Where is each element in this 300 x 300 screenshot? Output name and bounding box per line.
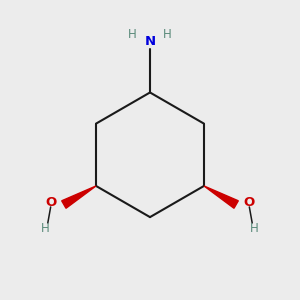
Text: N: N [144, 35, 156, 48]
Text: H: H [128, 28, 137, 41]
Polygon shape [62, 186, 96, 208]
Text: O: O [45, 196, 56, 209]
Text: O: O [244, 196, 255, 209]
Text: H: H [41, 222, 50, 235]
Text: H: H [163, 28, 172, 41]
Text: H: H [250, 222, 259, 235]
Polygon shape [204, 186, 238, 208]
